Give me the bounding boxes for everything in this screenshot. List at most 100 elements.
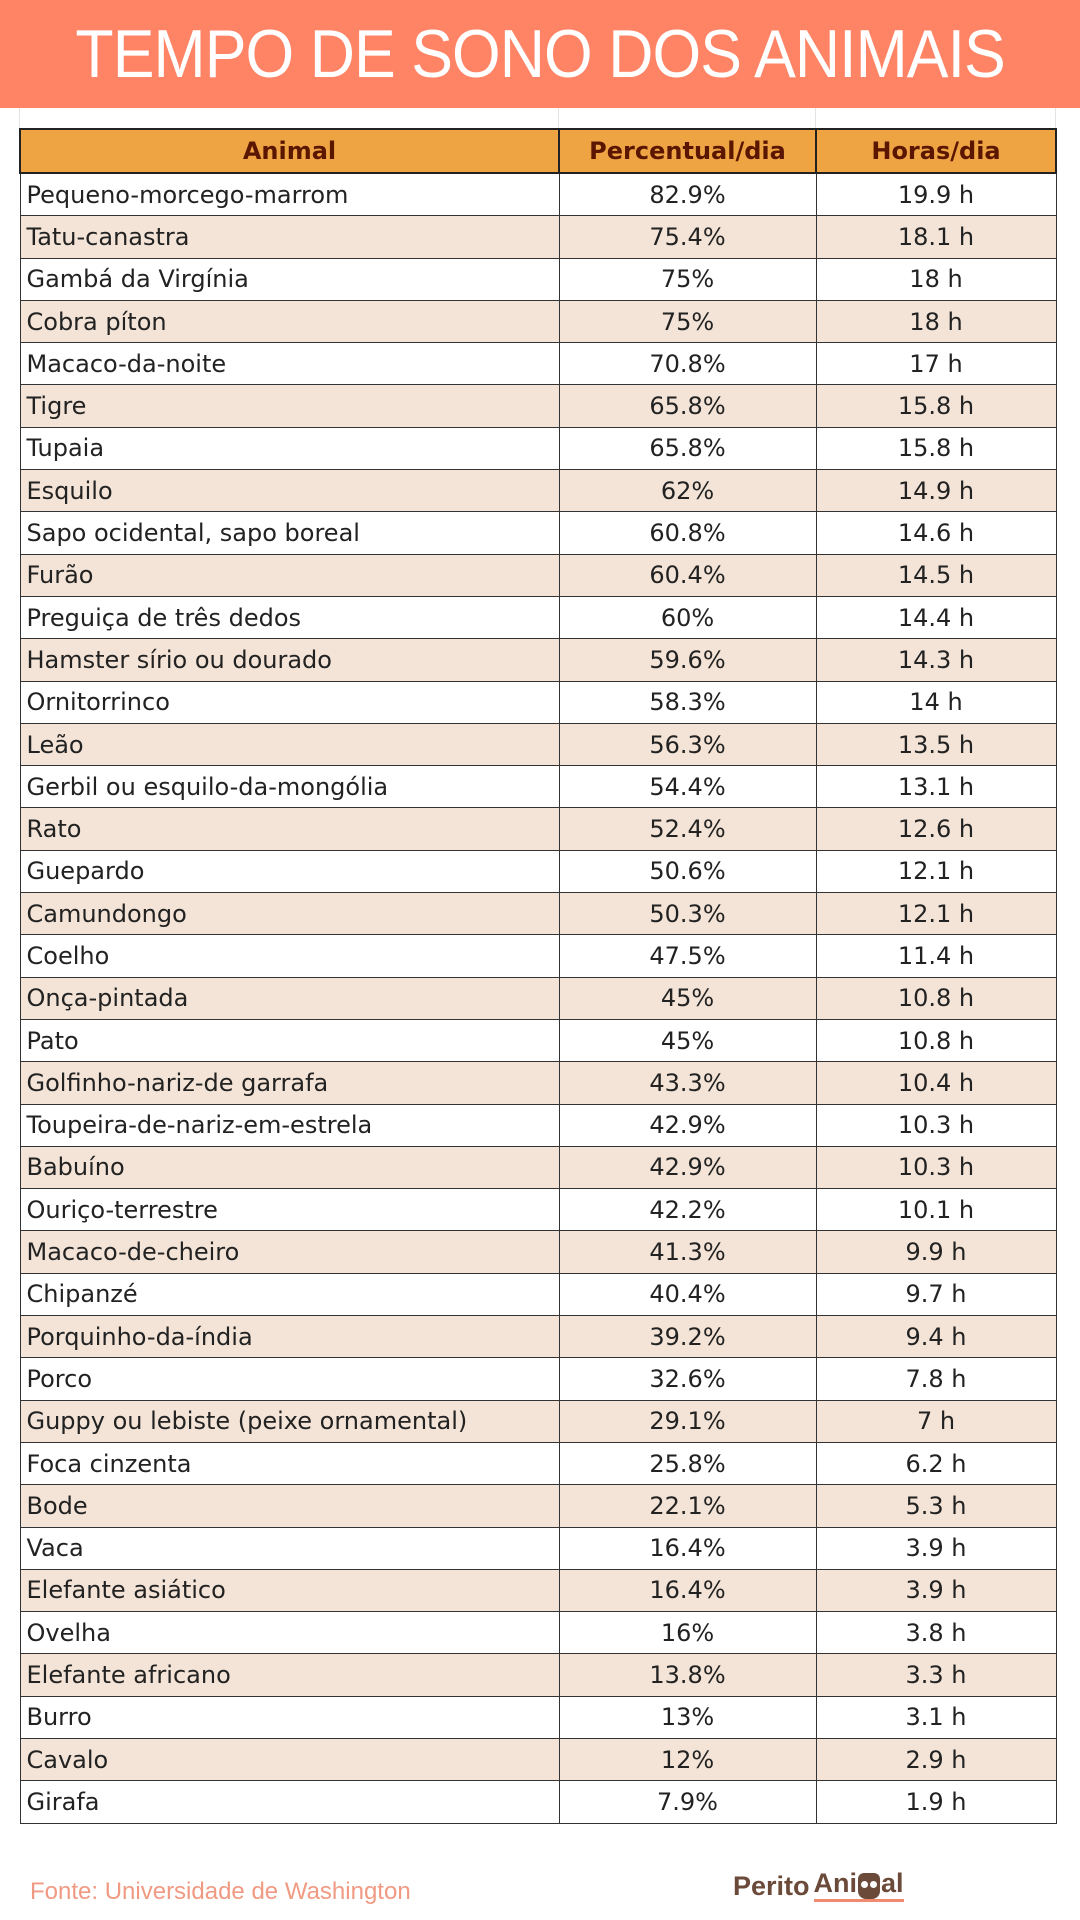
percent-cell: 43.3% bbox=[558, 1061, 817, 1105]
table-row: Gerbil ou esquilo-da-mongólia 54.4% 13.1 h bbox=[19, 765, 1057, 809]
table-row: Ovelha 16% 3.8 h bbox=[19, 1611, 1057, 1655]
table-row: Camundongo 50.3% 12.1 h bbox=[19, 892, 1057, 936]
logo-text: Perito bbox=[733, 1871, 810, 1901]
animal-cell: Tatu-canastra bbox=[19, 215, 560, 259]
animal-cell: Guepardo bbox=[19, 849, 560, 894]
table-row: Porco 32.6% 7.8 h bbox=[19, 1357, 1057, 1401]
table-row: Coelho 47.5% 11.4 h bbox=[19, 934, 1057, 978]
percent-cell: 40.4% bbox=[558, 1272, 817, 1317]
table-row: Elefante asiático 16.4% 3.9 h bbox=[19, 1568, 1057, 1613]
animal-cell: Sapo ocidental, sapo boreal bbox=[19, 511, 560, 555]
percent-cell: 59.6% bbox=[558, 638, 817, 682]
table-row: Vaca 16.4% 3.9 h bbox=[19, 1526, 1057, 1570]
table-row: Esquilo 62% 14.9 h bbox=[19, 469, 1057, 513]
animal-cell: Foca cinzenta bbox=[19, 1441, 560, 1486]
hours-cell: 3.8 h bbox=[815, 1611, 1057, 1655]
hours-cell: 9.9 h bbox=[815, 1230, 1057, 1274]
percent-cell: 13.8% bbox=[558, 1653, 817, 1697]
table-row: Burro 13% 3.1 h bbox=[19, 1695, 1057, 1739]
hours-cell: 10.8 h bbox=[815, 976, 1057, 1020]
table-row: Macaco-da-noite 70.8% 17 h bbox=[19, 342, 1057, 386]
perito-animal-logo: Perito Ani al bbox=[733, 1868, 904, 1902]
hours-cell: 3.1 h bbox=[815, 1695, 1057, 1739]
percent-cell: 50.3% bbox=[558, 892, 817, 936]
animal-cell: Rato bbox=[19, 807, 560, 851]
percent-cell: 65.8% bbox=[558, 384, 817, 428]
percent-cell: 75% bbox=[558, 299, 817, 344]
percent-cell: 82.9% bbox=[558, 172, 817, 217]
animal-cell: Camundongo bbox=[19, 892, 560, 936]
hours-cell: 18 h bbox=[815, 299, 1057, 344]
sleep-table: Animal Percentual/dia Horas/dia Pequeno-… bbox=[19, 128, 1057, 1824]
page-title: TEMPO DE SONO DOS ANIMAIS bbox=[75, 16, 1005, 92]
table-row: Bode 22.1% 5.3 h bbox=[19, 1484, 1057, 1528]
hours-cell: 15.8 h bbox=[815, 384, 1057, 428]
table-row: Tatu-canastra 75.4% 18.1 h bbox=[19, 215, 1057, 259]
animal-cell: Hamster sírio ou dourado bbox=[19, 638, 560, 682]
animal-cell: Porquinho-da-índia bbox=[19, 1315, 560, 1359]
table-row: Tupaia 65.8% 15.8 h bbox=[19, 426, 1057, 471]
table-row: Chipanzé 40.4% 9.7 h bbox=[19, 1272, 1057, 1317]
table-row: Porquinho-da-índia 39.2% 9.4 h bbox=[19, 1315, 1057, 1359]
percent-cell: 60.4% bbox=[558, 553, 817, 597]
hours-cell: 14.6 h bbox=[815, 511, 1057, 555]
animal-cell: Cobra píton bbox=[19, 299, 560, 344]
hours-cell: 13.5 h bbox=[815, 722, 1057, 767]
source-note: Fonte: Universidade de Washington bbox=[30, 1878, 411, 1905]
table-row: Leão 56.3% 13.5 h bbox=[19, 722, 1057, 767]
hours-cell: 12.1 h bbox=[815, 849, 1057, 894]
owl-icon bbox=[858, 1873, 881, 1899]
animal-cell: Esquilo bbox=[19, 469, 560, 513]
hours-cell: 14.3 h bbox=[815, 638, 1057, 682]
hours-cell: 2.9 h bbox=[815, 1737, 1057, 1782]
percent-cell: 42.9% bbox=[558, 1103, 817, 1147]
percent-cell: 16.4% bbox=[558, 1526, 817, 1570]
table-row: Onça-pintada 45% 10.8 h bbox=[19, 976, 1057, 1020]
animal-cell: Tigre bbox=[19, 384, 560, 428]
percent-cell: 58.3% bbox=[558, 680, 817, 724]
hours-cell: 19.9 h bbox=[815, 172, 1057, 217]
hours-cell: 18 h bbox=[815, 257, 1057, 301]
percent-cell: 65.8% bbox=[558, 426, 817, 471]
percent-cell: 42.2% bbox=[558, 1188, 817, 1232]
percent-cell: 54.4% bbox=[558, 765, 817, 809]
table-row: Rato 52.4% 12.6 h bbox=[19, 807, 1057, 851]
hours-cell: 10.4 h bbox=[815, 1061, 1057, 1105]
animal-cell: Macaco-de-cheiro bbox=[19, 1230, 560, 1274]
percent-cell: 16% bbox=[558, 1611, 817, 1655]
percent-cell: 75.4% bbox=[558, 215, 817, 259]
hours-cell: 14 h bbox=[815, 680, 1057, 724]
table-row: Gambá da Virgínia 75% 18 h bbox=[19, 257, 1057, 301]
hours-cell: 7.8 h bbox=[815, 1357, 1057, 1401]
table-row: Hamster sírio ou dourado 59.6% 14.3 h bbox=[19, 638, 1057, 682]
table-top-gap bbox=[19, 108, 1056, 128]
animal-cell: Ornitorrinco bbox=[19, 680, 560, 724]
table-row: Pato 45% 10.8 h bbox=[19, 1018, 1057, 1063]
hours-cell: 9.4 h bbox=[815, 1315, 1057, 1359]
table-row: Elefante africano 13.8% 3.3 h bbox=[19, 1653, 1057, 1697]
animal-cell: Gambá da Virgínia bbox=[19, 257, 560, 301]
hours-cell: 10.8 h bbox=[815, 1018, 1057, 1063]
table-row: Toupeira-de-nariz-em-estrela 42.9% 10.3 h bbox=[19, 1103, 1057, 1147]
hours-cell: 14.9 h bbox=[815, 469, 1057, 513]
table-row: Ornitorrinco 58.3% 14 h bbox=[19, 680, 1057, 724]
table-row: Cavalo 12% 2.9 h bbox=[19, 1737, 1057, 1782]
animal-cell: Macaco-da-noite bbox=[19, 342, 560, 386]
hours-cell: 14.5 h bbox=[815, 553, 1057, 597]
percent-cell: 22.1% bbox=[558, 1484, 817, 1528]
hours-cell: 3.9 h bbox=[815, 1568, 1057, 1613]
animal-cell: Bode bbox=[19, 1484, 560, 1528]
percent-cell: 32.6% bbox=[558, 1357, 817, 1401]
percent-cell: 50.6% bbox=[558, 849, 817, 894]
table-header-row: Animal Percentual/dia Horas/dia bbox=[19, 128, 1057, 174]
animal-cell: Elefante asiático bbox=[19, 1568, 560, 1613]
hours-cell: 14.4 h bbox=[815, 595, 1057, 640]
animal-cell: Vaca bbox=[19, 1526, 560, 1570]
animal-cell: Porco bbox=[19, 1357, 560, 1401]
animal-cell: Cavalo bbox=[19, 1737, 560, 1782]
animal-cell: Preguiça de três dedos bbox=[19, 595, 560, 640]
percent-cell: 62% bbox=[558, 469, 817, 513]
hours-cell: 3.9 h bbox=[815, 1526, 1057, 1570]
percent-cell: 56.3% bbox=[558, 722, 817, 767]
hours-cell: 15.8 h bbox=[815, 426, 1057, 471]
